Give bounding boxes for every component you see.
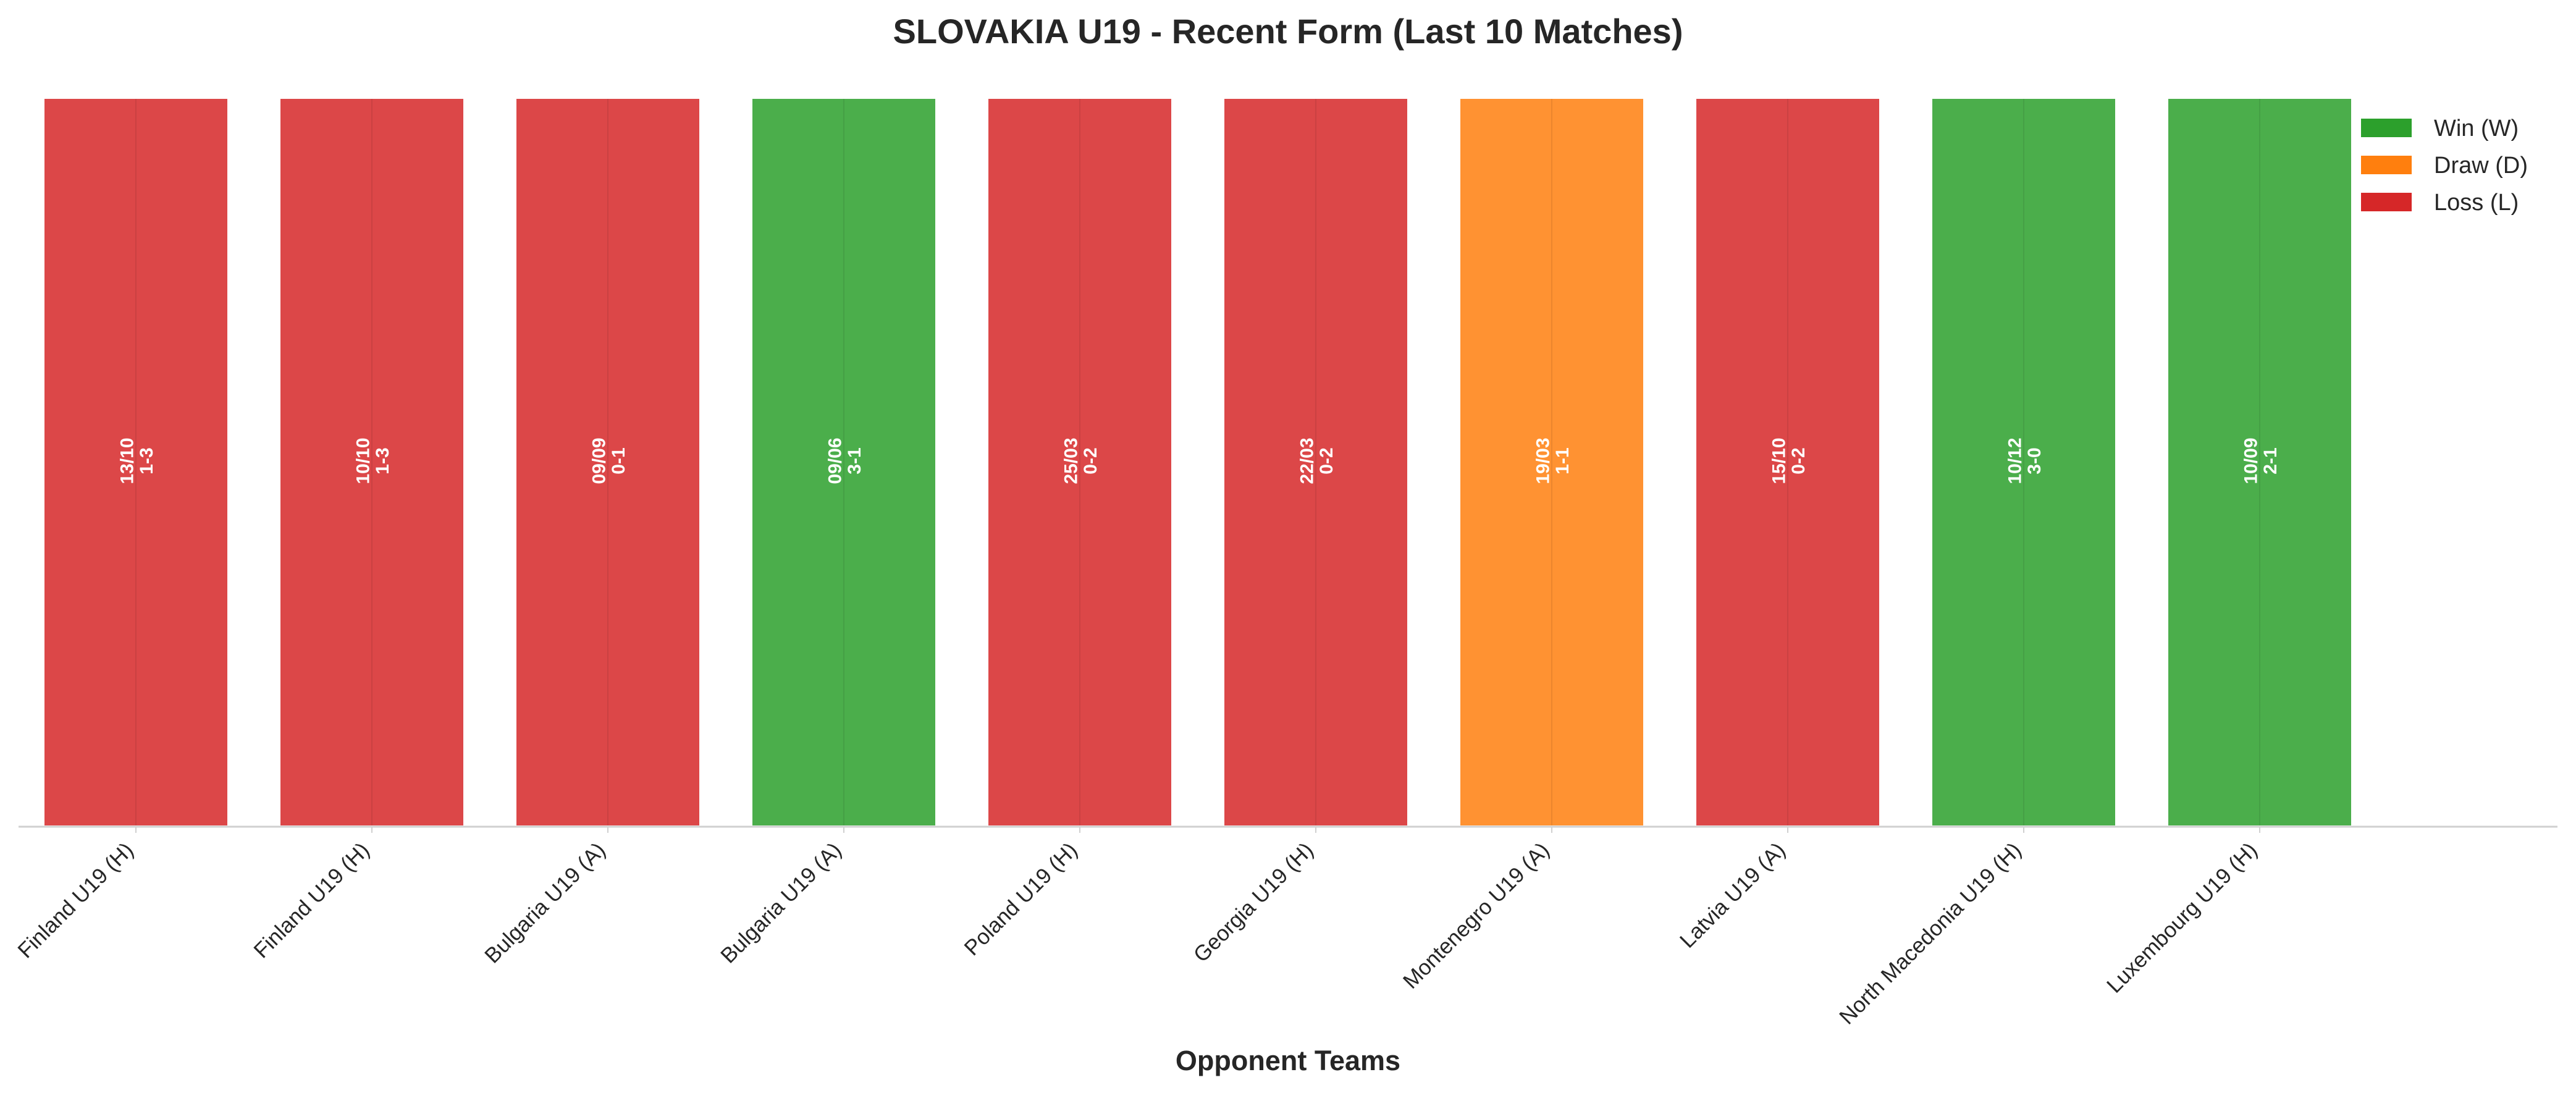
x-tick-label: Bulgaria U19 (A) [716, 838, 846, 968]
legend-swatch-d [2361, 156, 2412, 174]
bar-date-label: 09/09 [589, 437, 610, 484]
x-tick-label: Bulgaria U19 (A) [480, 838, 610, 968]
bar-score-label: 0-2 [1316, 447, 1337, 474]
bar-date-label: 09/06 [825, 437, 846, 484]
x-axis-label: Opponent Teams [1176, 1045, 1400, 1076]
chart-title: SLOVAKIA U19 - Recent Form (Last 10 Matc… [893, 12, 1683, 51]
x-tick-label: Finland U19 (H) [249, 838, 374, 963]
bar-score-label: 0-1 [608, 447, 629, 474]
bar-data-label: 19/031-1 [1533, 437, 1573, 484]
bar-1 [42, 96, 230, 828]
x-tick-label: Luxembourg U19 (H) [2102, 838, 2262, 998]
bar-score-label: 1-1 [1552, 447, 1573, 474]
bar-data-label: 13/101-3 [117, 437, 158, 484]
bar-score-label: 0-2 [1080, 447, 1101, 474]
legend-label-w: Win (W) [2434, 116, 2519, 141]
bar-4 [750, 96, 938, 828]
bar-data-label: 10/092-1 [2241, 437, 2281, 484]
bar-score-label: 0-2 [1788, 447, 1809, 474]
bar-5 [986, 96, 1174, 828]
bar-data-label: 10/123-0 [2005, 437, 2045, 484]
bar-date-label: 10/12 [2005, 437, 2026, 484]
bar-score-label: 2-1 [2260, 447, 2281, 474]
bar-score-label: 1-3 [137, 447, 157, 474]
bar-data-label: 15/100-2 [1769, 437, 1809, 484]
x-tick-labels: Finland U19 (H) Finland U19 (H) Bulgaria U… [13, 827, 2262, 1029]
x-tick-label: Montenegro U19 (A) [1399, 838, 1554, 994]
x-tick-label: North Macedonia U19 (H) [1835, 838, 2026, 1029]
legend: Win (W) Draw (D) Loss (L) [2361, 116, 2528, 216]
bar-3 [514, 96, 702, 828]
bar-score-label: 3-0 [2024, 447, 2045, 474]
bar-date-label: 19/03 [1533, 437, 1554, 484]
bar-10 [2166, 96, 2354, 828]
x-tick-label: Georgia U19 (H) [1189, 838, 1318, 967]
bar-date-label: 10/09 [2241, 437, 2262, 484]
bar-data-label: 09/063-1 [825, 437, 865, 484]
x-tick-label: Poland U19 (H) [960, 838, 1082, 960]
bar-2 [278, 96, 466, 828]
bars-layer: 13/101-3 10/101-3 09/090-1 09/063-1 25/030-2… [42, 96, 2354, 828]
bar-6 [1222, 96, 1410, 828]
x-tick-label: Latvia U19 (A) [1675, 838, 1790, 953]
bar-data-label: 10/101-3 [353, 437, 394, 484]
legend-label-d: Draw (D) [2434, 153, 2528, 179]
bar-score-label: 1-3 [373, 447, 393, 474]
legend-swatch-w [2361, 119, 2412, 137]
bar-date-label: 25/03 [1061, 437, 1082, 484]
bar-date-label: 15/10 [1769, 437, 1790, 484]
bar-score-label: 3-1 [844, 447, 865, 474]
legend-swatch-l [2361, 193, 2412, 211]
bar-data-label: 25/030-2 [1061, 437, 1101, 484]
bar-7 [1458, 96, 1646, 828]
x-tick-label: Finland U19 (H) [13, 838, 138, 963]
legend-label-l: Loss (L) [2434, 190, 2519, 216]
bar-data-label: 09/090-1 [589, 437, 629, 484]
bar-data-label: 22/030-2 [1297, 437, 1337, 484]
bar-date-label: 10/10 [353, 437, 374, 484]
bar-date-label: 22/03 [1297, 437, 1318, 484]
bar-date-label: 13/10 [117, 437, 138, 484]
